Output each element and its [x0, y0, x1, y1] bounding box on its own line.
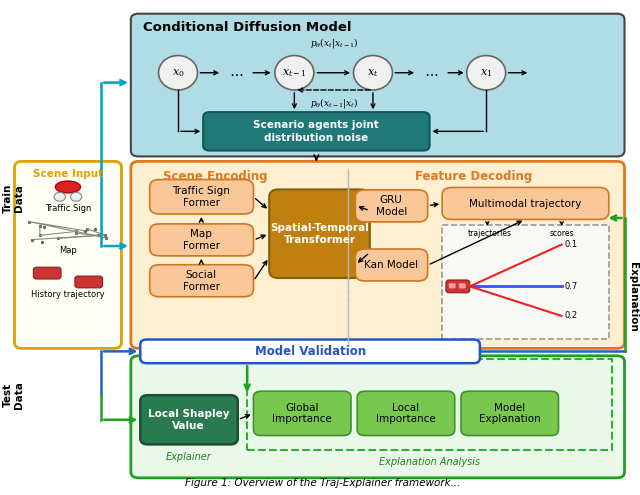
Text: $\cdots$: $\cdots$: [228, 65, 243, 80]
Text: Explainer: Explainer: [166, 452, 212, 462]
FancyBboxPatch shape: [355, 190, 428, 222]
Ellipse shape: [275, 55, 314, 90]
Ellipse shape: [159, 55, 198, 90]
Text: trajectories: trajectories: [467, 229, 511, 238]
FancyBboxPatch shape: [131, 161, 625, 348]
FancyBboxPatch shape: [75, 276, 102, 288]
Text: Feature Decoding: Feature Decoding: [415, 170, 532, 183]
Text: Map
Former: Map Former: [183, 229, 220, 251]
Text: Traffic Sign
Former: Traffic Sign Former: [172, 186, 230, 207]
Ellipse shape: [70, 193, 82, 201]
Text: 0.2: 0.2: [564, 311, 578, 320]
Point: [71, 228, 81, 236]
FancyBboxPatch shape: [140, 340, 480, 363]
Text: Spatial-Temporal
Transformer: Spatial-Temporal Transformer: [270, 223, 369, 245]
FancyBboxPatch shape: [150, 180, 253, 214]
FancyBboxPatch shape: [203, 112, 429, 150]
Text: Model
Explanation: Model Explanation: [479, 402, 541, 424]
FancyBboxPatch shape: [150, 224, 253, 256]
Ellipse shape: [56, 181, 81, 193]
FancyBboxPatch shape: [446, 280, 470, 293]
FancyBboxPatch shape: [253, 391, 351, 436]
Text: Local Shapley
Value: Local Shapley Value: [148, 408, 230, 431]
Text: $\cdots$: $\cdots$: [424, 65, 438, 80]
Text: Scenario agents joint
distribution noise: Scenario agents joint distribution noise: [253, 120, 380, 143]
FancyBboxPatch shape: [442, 188, 609, 219]
Point: [39, 223, 49, 231]
Point: [37, 238, 47, 246]
Point: [82, 225, 92, 233]
Text: scores: scores: [549, 229, 574, 238]
Text: Global
Importance: Global Importance: [273, 402, 332, 424]
Text: $x_{t-1}$: $x_{t-1}$: [282, 67, 307, 79]
FancyBboxPatch shape: [15, 161, 122, 348]
FancyBboxPatch shape: [458, 283, 466, 289]
FancyBboxPatch shape: [131, 356, 625, 478]
FancyBboxPatch shape: [140, 395, 237, 445]
Point: [52, 235, 63, 243]
Bar: [442, 225, 609, 339]
Text: GRU
Model: GRU Model: [376, 196, 407, 217]
Text: Scene Input: Scene Input: [33, 169, 103, 179]
FancyBboxPatch shape: [269, 190, 370, 278]
Point: [35, 222, 45, 230]
FancyBboxPatch shape: [131, 14, 625, 156]
Text: Multimodal trajectory: Multimodal trajectory: [469, 198, 581, 209]
Point: [90, 225, 100, 233]
Text: Explanation: Explanation: [628, 262, 637, 332]
Point: [80, 227, 90, 235]
Text: Train
Data: Train Data: [3, 184, 24, 213]
FancyBboxPatch shape: [449, 283, 456, 289]
Text: Social
Former: Social Former: [183, 270, 220, 292]
Text: Map: Map: [59, 246, 77, 254]
Text: $p_\theta(x_{t-1}|x_t)$: $p_\theta(x_{t-1}|x_t)$: [310, 96, 358, 110]
Text: Figure 1: Overview of the Traj-Explainer framework...: Figure 1: Overview of the Traj-Explainer…: [185, 478, 460, 488]
FancyBboxPatch shape: [33, 267, 61, 279]
FancyBboxPatch shape: [357, 391, 454, 436]
Text: Traffic Sign: Traffic Sign: [45, 204, 91, 213]
Point: [24, 218, 34, 226]
Text: $p_\theta(x_t|x_{t-1})$: $p_\theta(x_t|x_{t-1})$: [310, 36, 358, 50]
Text: Test
Data: Test Data: [3, 381, 24, 409]
Ellipse shape: [467, 55, 506, 90]
Ellipse shape: [353, 55, 392, 90]
FancyBboxPatch shape: [150, 265, 253, 297]
Text: 0.7: 0.7: [564, 282, 578, 291]
Text: Conditional Diffusion Model: Conditional Diffusion Model: [143, 21, 352, 34]
Text: Explanation Analysis: Explanation Analysis: [379, 457, 480, 467]
Text: Model Validation: Model Validation: [255, 345, 365, 358]
Bar: [247, 359, 612, 450]
Text: 0.1: 0.1: [564, 240, 578, 249]
Text: Kan Model: Kan Model: [364, 260, 419, 270]
Point: [100, 231, 110, 239]
Text: Scene Encoding: Scene Encoding: [163, 170, 268, 183]
Point: [93, 231, 103, 239]
Ellipse shape: [54, 193, 65, 201]
Point: [35, 232, 45, 240]
Text: History trajectory: History trajectory: [31, 291, 105, 299]
Point: [71, 229, 81, 237]
FancyBboxPatch shape: [355, 249, 428, 281]
Text: $x_t$: $x_t$: [367, 67, 379, 79]
Point: [101, 234, 111, 242]
Text: $x_1$: $x_1$: [480, 67, 492, 79]
Text: Local
Importance: Local Importance: [376, 402, 436, 424]
Point: [27, 236, 37, 244]
Text: $x_0$: $x_0$: [172, 67, 184, 79]
FancyBboxPatch shape: [461, 391, 559, 436]
